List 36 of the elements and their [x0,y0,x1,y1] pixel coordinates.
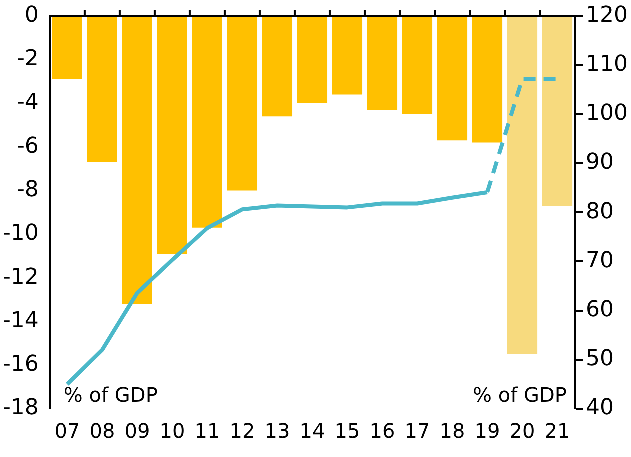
x-tick-label: 08 [90,419,116,444]
x-tick-label: 19 [474,419,500,444]
y-tick-label: -12 [2,264,39,290]
y-tick-label: -2 [16,46,39,72]
y2-tick-label: 40 [586,396,614,421]
x-tick-label: 20 [510,419,536,444]
x-tick-label: 10 [160,419,186,444]
y-tick-label: -8 [16,177,39,202]
y2-tick-label: 100 [586,101,628,126]
y-tick-label: -18 [2,396,39,421]
y2-tick-label: 120 [586,2,628,28]
x-tick-label: 07 [54,419,80,444]
x-tick-label: 11 [194,419,220,444]
annotation: % of GDP [473,383,568,408]
annotation: % of GDP [64,383,158,408]
x-tick-label: 12 [230,419,256,444]
y-tick-label: -16 [2,352,39,378]
y2-tick-label: 90 [586,150,614,176]
y-tick-label: -10 [2,221,39,246]
x-tick-label: 16 [370,419,396,444]
y-tick-label: 0 [24,2,39,28]
y-tick-label: -4 [16,90,39,116]
x-tick-label: 17 [404,419,430,444]
y-tick-label: -14 [2,308,39,334]
y2-tick-label: 60 [586,298,614,323]
x-tick-label: 09 [124,419,150,444]
y2-tick-label: 80 [586,199,614,224]
x-tick-label: 13 [264,419,290,444]
x-tick-label: 18 [440,419,466,444]
y2-tick-label: 50 [586,346,614,372]
y2-tick-label: 110 [586,52,628,78]
y2-tick-label: 70 [586,248,614,274]
x-tick-label: 14 [300,419,326,444]
x-tick-label: 15 [334,419,360,444]
x-tick-label: 21 [544,419,570,444]
y-tick-label: -6 [16,134,39,159]
